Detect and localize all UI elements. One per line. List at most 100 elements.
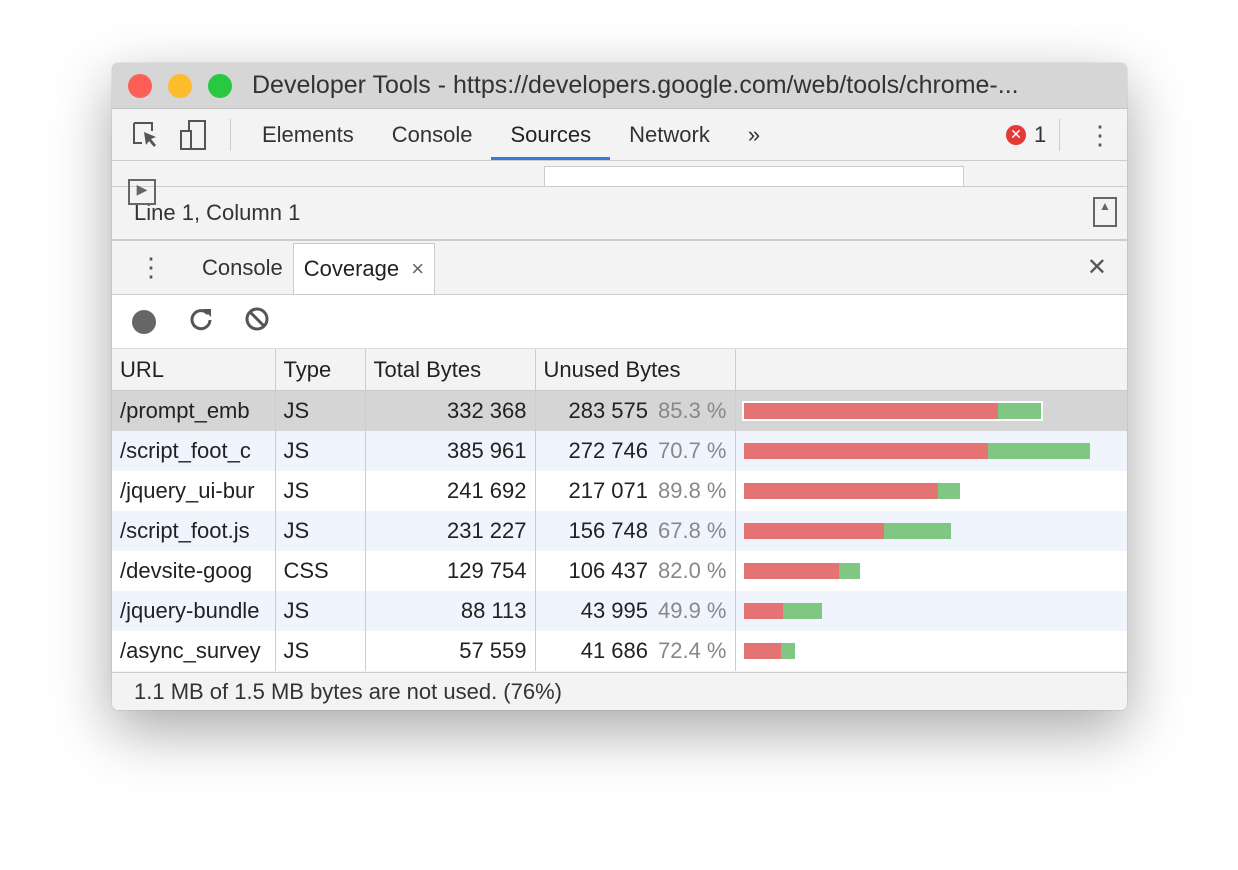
- table-row[interactable]: /script_foot.js JS 231 227 156 748 67.8 %: [112, 511, 1127, 551]
- more-options-icon[interactable]: ⋮: [1087, 119, 1113, 150]
- minimize-window-button[interactable]: [168, 73, 192, 98]
- url-cell: /jquery_ui-bur: [112, 471, 276, 511]
- table-row[interactable]: /script_foot_c JS 385 961 272 746 70.7 %: [112, 431, 1127, 471]
- drawer-tab-coverage-label: Coverage: [303, 256, 400, 281]
- toggle-drawer-icon[interactable]: ▲: [1093, 197, 1117, 227]
- used-bar: [884, 523, 951, 539]
- record-icon[interactable]: [132, 309, 156, 334]
- used-bar: [988, 443, 1090, 459]
- table-row[interactable]: /devsite-goog CSS 129 754 106 437 82.0 %: [112, 551, 1127, 591]
- clear-icon[interactable]: [244, 306, 270, 337]
- tab-sources[interactable]: Sources: [491, 109, 611, 160]
- unused-bytes: 106 437: [568, 558, 648, 583]
- maximize-window-button[interactable]: [208, 73, 232, 98]
- drawer-menu-icon[interactable]: ⋮: [138, 252, 164, 282]
- used-bar: [997, 403, 1042, 419]
- unused-bytes: 156 748: [568, 518, 648, 543]
- drawer-tab-coverage[interactable]: Coverage ×: [292, 243, 436, 294]
- column-total-bytes[interactable]: Total Bytes: [365, 349, 536, 391]
- usage-bar-cell: [735, 511, 1127, 551]
- unused-percent: 85.3 %: [658, 398, 727, 423]
- usage-bar: [741, 401, 1044, 421]
- type-cell: JS: [275, 591, 366, 631]
- coverage-table: URL Type Total Bytes Unused Bytes /promp…: [112, 349, 1127, 671]
- close-tab-icon[interactable]: ×: [411, 256, 425, 281]
- unused-bytes-cell: 156 748 67.8 %: [535, 511, 736, 551]
- usage-bar-cell: [735, 390, 1127, 431]
- total-bytes-cell: 385 961: [365, 431, 536, 471]
- total-bytes-cell: 88 113: [365, 591, 536, 631]
- unused-bar: [743, 603, 783, 619]
- column-type[interactable]: Type: [275, 349, 366, 391]
- table-row[interactable]: /async_survey JS 57 559 41 686 72.4 %: [112, 631, 1127, 671]
- usage-bar: [743, 443, 1090, 459]
- unused-bytes: 217 071: [568, 478, 648, 503]
- type-cell: JS: [275, 631, 366, 671]
- tab-console[interactable]: Console: [391, 122, 473, 147]
- drawer-tab-console[interactable]: Console: [202, 254, 283, 280]
- error-count: 1: [1034, 121, 1047, 147]
- usage-bar-cell: [735, 551, 1127, 591]
- toggle-navigator-icon[interactable]: ▶: [128, 179, 156, 205]
- title-bar: Developer Tools - https://developers.goo…: [112, 63, 1127, 109]
- unused-bytes: 43 995: [580, 598, 648, 623]
- inspect-element-icon[interactable]: [130, 120, 162, 150]
- close-drawer-icon[interactable]: ✕: [1086, 254, 1107, 281]
- editor-tabs-strip: [112, 161, 1127, 187]
- unused-bar: [743, 523, 885, 539]
- unused-bar: [743, 443, 988, 459]
- separator: [230, 118, 231, 151]
- total-bytes-cell: 129 754: [365, 551, 536, 591]
- column-unused-bytes[interactable]: Unused Bytes: [535, 349, 736, 391]
- unused-bytes-cell: 217 071 89.8 %: [535, 471, 736, 511]
- url-cell: /prompt_emb: [112, 390, 276, 431]
- window-title: Developer Tools - https://developers.goo…: [252, 71, 1019, 99]
- type-cell: JS: [275, 471, 366, 511]
- tab-elements[interactable]: Elements: [262, 122, 354, 147]
- unused-bytes-cell: 41 686 72.4 %: [535, 631, 736, 671]
- table-row[interactable]: /jquery-bundle JS 88 113 43 995 49.9 %: [112, 591, 1127, 631]
- usage-bar-cell: [735, 591, 1127, 631]
- usage-bar: [743, 643, 796, 659]
- usage-bar-cell: [735, 431, 1127, 471]
- usage-bar: [743, 603, 823, 619]
- used-bar: [780, 643, 796, 659]
- device-toolbar-icon[interactable]: [178, 119, 210, 151]
- unused-bytes: 41 686: [580, 638, 648, 663]
- type-cell: CSS: [275, 551, 366, 591]
- type-cell: JS: [275, 431, 366, 471]
- unused-percent: 49.9 %: [658, 598, 727, 623]
- column-url[interactable]: URL: [112, 349, 276, 391]
- usage-bar-cell: [735, 471, 1127, 511]
- unused-percent: 82.0 %: [658, 558, 727, 583]
- reload-icon[interactable]: [188, 306, 214, 337]
- devtools-window: Developer Tools - https://developers.goo…: [112, 63, 1127, 710]
- unused-bytes-cell: 283 575 85.3 %: [535, 390, 736, 431]
- unused-bytes: 283 575: [568, 398, 648, 423]
- unused-bytes-cell: 106 437 82.0 %: [535, 551, 736, 591]
- url-cell: /jquery-bundle: [112, 591, 276, 631]
- tab-network[interactable]: Network: [629, 122, 710, 147]
- table-row[interactable]: /prompt_emb JS 332 368 283 575 85.3 %: [112, 390, 1127, 431]
- error-counter[interactable]: ✕ 1: [1006, 122, 1046, 148]
- unused-percent: 72.4 %: [658, 638, 727, 663]
- unused-bar: [743, 483, 939, 499]
- usage-bar: [743, 523, 951, 539]
- editor-tab[interactable]: [544, 166, 964, 186]
- unused-bytes-cell: 272 746 70.7 %: [535, 431, 736, 471]
- close-window-button[interactable]: [128, 73, 152, 98]
- total-bytes-cell: 231 227: [365, 511, 536, 551]
- usage-bar: [743, 483, 961, 499]
- column-usage-bar[interactable]: [735, 349, 1127, 391]
- unused-percent: 89.8 %: [658, 478, 727, 503]
- unused-bytes: 272 746: [568, 438, 648, 463]
- unused-percent: 67.8 %: [658, 518, 727, 543]
- url-cell: /script_foot_c: [112, 431, 276, 471]
- unused-bar: [743, 403, 998, 419]
- more-tabs-button[interactable]: »: [747, 122, 761, 147]
- table-row[interactable]: /jquery_ui-bur JS 241 692 217 071 89.8 %: [112, 471, 1127, 511]
- drawer-tabs: ⋮ Console Coverage × ✕: [112, 241, 1127, 295]
- main-toolbar: Elements Console Sources Network » ✕ 1 ⋮: [112, 109, 1127, 161]
- url-cell: /async_survey: [112, 631, 276, 671]
- total-bytes-cell: 57 559: [365, 631, 536, 671]
